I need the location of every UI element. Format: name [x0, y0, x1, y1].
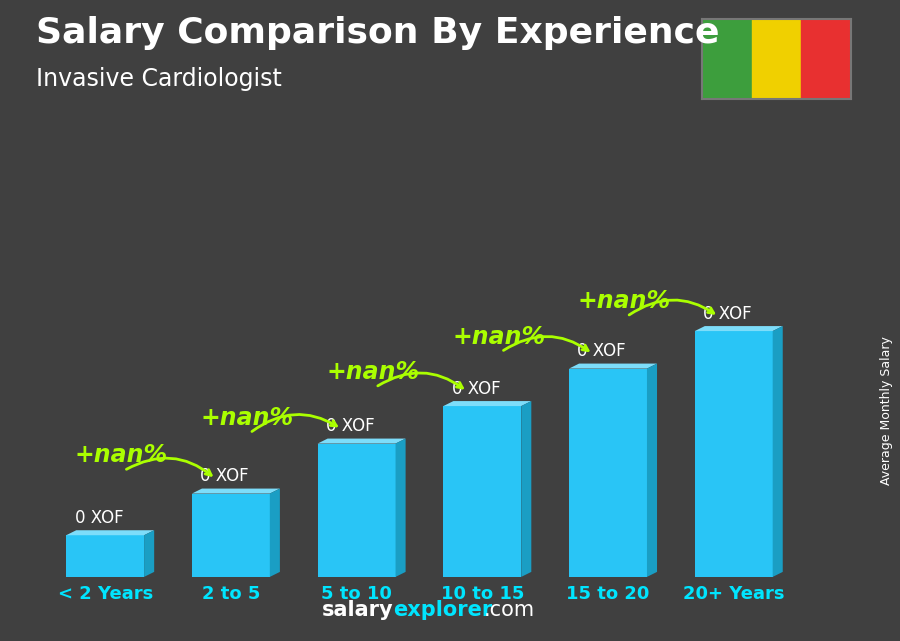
Polygon shape — [144, 530, 154, 577]
Polygon shape — [695, 331, 773, 577]
Bar — [801, 19, 850, 99]
Polygon shape — [521, 401, 531, 577]
Polygon shape — [192, 494, 270, 577]
Polygon shape — [318, 438, 406, 444]
Polygon shape — [67, 530, 154, 535]
Text: salary: salary — [321, 601, 393, 620]
Text: 0 XOF: 0 XOF — [201, 467, 249, 485]
Bar — [752, 19, 801, 99]
Polygon shape — [270, 488, 280, 577]
Text: .com: .com — [483, 601, 535, 620]
Text: 0 XOF: 0 XOF — [452, 379, 500, 397]
Text: Salary Comparison By Experience: Salary Comparison By Experience — [36, 16, 719, 50]
Polygon shape — [318, 444, 395, 577]
Text: 0 XOF: 0 XOF — [703, 304, 751, 322]
Polygon shape — [444, 406, 521, 577]
Polygon shape — [569, 369, 647, 577]
Text: 0 XOF: 0 XOF — [326, 417, 374, 435]
Text: explorer: explorer — [393, 601, 492, 620]
Text: Average Monthly Salary: Average Monthly Salary — [880, 336, 893, 485]
Polygon shape — [444, 401, 531, 406]
Polygon shape — [647, 363, 657, 577]
Polygon shape — [773, 326, 783, 577]
Text: 0 XOF: 0 XOF — [75, 509, 123, 527]
Polygon shape — [569, 363, 657, 369]
Text: +nan%: +nan% — [75, 444, 168, 467]
Bar — [702, 19, 752, 99]
Text: 0 XOF: 0 XOF — [578, 342, 626, 360]
Polygon shape — [67, 535, 144, 577]
Text: +nan%: +nan% — [452, 324, 545, 349]
Polygon shape — [395, 438, 406, 577]
Polygon shape — [695, 326, 783, 331]
Text: +nan%: +nan% — [578, 289, 670, 313]
Polygon shape — [192, 488, 280, 494]
Text: +nan%: +nan% — [327, 360, 419, 384]
Text: Invasive Cardiologist: Invasive Cardiologist — [36, 67, 282, 91]
Text: +nan%: +nan% — [201, 406, 293, 430]
